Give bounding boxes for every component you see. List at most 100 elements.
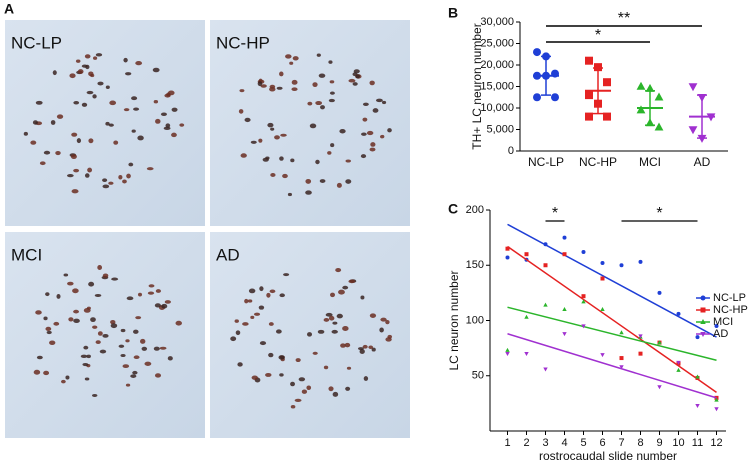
cell xyxy=(240,153,247,158)
cell xyxy=(295,358,301,363)
cell xyxy=(110,320,116,325)
cell xyxy=(253,312,261,316)
cell xyxy=(125,72,132,76)
cell xyxy=(69,73,76,79)
cell xyxy=(105,85,110,90)
cell xyxy=(50,120,56,125)
x-tick-label: 7 xyxy=(618,437,624,449)
cell xyxy=(369,313,377,318)
cell xyxy=(140,338,146,344)
cell xyxy=(305,190,312,195)
cell xyxy=(144,361,152,366)
cell xyxy=(269,289,276,294)
point xyxy=(636,105,646,114)
cell xyxy=(70,154,77,160)
cell xyxy=(355,74,361,79)
point xyxy=(505,255,510,260)
micrograph-label: MCI xyxy=(11,245,42,264)
y-tick-label: 5,000 xyxy=(486,123,514,135)
point xyxy=(603,78,611,87)
cell xyxy=(259,341,267,346)
micrograph-label: NC-LP xyxy=(11,33,62,52)
point xyxy=(505,352,510,357)
cell xyxy=(360,295,365,300)
sig-label: * xyxy=(656,205,662,222)
cell xyxy=(88,138,94,144)
point xyxy=(524,352,529,357)
point xyxy=(619,365,624,370)
cell xyxy=(332,391,339,397)
cell xyxy=(126,296,134,301)
cell xyxy=(152,67,160,73)
point xyxy=(600,261,605,266)
point xyxy=(543,302,548,307)
cell xyxy=(95,53,103,57)
cell xyxy=(359,349,365,354)
cell xyxy=(381,100,387,105)
cell xyxy=(56,114,64,119)
y-tick-label: 200 xyxy=(466,204,484,216)
cell xyxy=(235,330,241,336)
cell xyxy=(336,182,342,188)
cell xyxy=(244,117,251,123)
legend-label: NC-LP xyxy=(713,292,746,304)
cell xyxy=(108,181,114,185)
point xyxy=(600,353,605,358)
cell xyxy=(380,134,385,139)
cell xyxy=(275,329,282,334)
sig-label: * xyxy=(595,27,601,44)
cell xyxy=(73,100,80,105)
cell xyxy=(283,273,290,277)
fit-line xyxy=(507,245,717,393)
cell xyxy=(137,292,143,297)
point xyxy=(700,319,706,324)
point xyxy=(636,81,646,90)
cell xyxy=(291,79,298,85)
cell xyxy=(301,389,308,394)
cell xyxy=(323,365,329,370)
point xyxy=(543,263,548,268)
cell xyxy=(135,316,142,320)
point xyxy=(533,48,541,57)
cell xyxy=(43,150,51,155)
cell xyxy=(292,56,299,61)
cell xyxy=(118,175,123,180)
cell xyxy=(345,386,351,391)
point xyxy=(676,367,681,372)
cell xyxy=(370,142,376,147)
cell xyxy=(56,293,61,299)
cell xyxy=(167,90,175,96)
cell xyxy=(82,362,89,367)
cell xyxy=(171,107,178,112)
cell xyxy=(102,184,110,189)
cell xyxy=(336,313,343,319)
y-tick-label: 15,000 xyxy=(480,80,514,92)
cell xyxy=(353,69,360,74)
point xyxy=(654,92,664,101)
cell xyxy=(345,179,352,184)
cell xyxy=(97,331,103,336)
panel-label: B xyxy=(448,5,458,21)
cell xyxy=(32,120,38,125)
cell xyxy=(362,102,369,106)
y-axis-label: LC neuron number xyxy=(447,270,461,370)
cell xyxy=(328,98,335,103)
point xyxy=(562,252,567,257)
point xyxy=(695,374,700,379)
point xyxy=(638,259,643,264)
cell xyxy=(133,329,139,334)
cell xyxy=(238,109,244,114)
cell xyxy=(118,344,125,348)
cell xyxy=(348,78,356,83)
cell xyxy=(342,326,349,331)
point xyxy=(714,407,719,412)
cell xyxy=(87,167,93,173)
cell xyxy=(363,376,369,381)
cell xyxy=(43,370,50,376)
cell xyxy=(368,345,374,349)
cell xyxy=(154,303,161,308)
cell xyxy=(39,161,46,166)
point xyxy=(581,324,586,329)
cell xyxy=(279,293,285,298)
cell xyxy=(278,355,285,360)
